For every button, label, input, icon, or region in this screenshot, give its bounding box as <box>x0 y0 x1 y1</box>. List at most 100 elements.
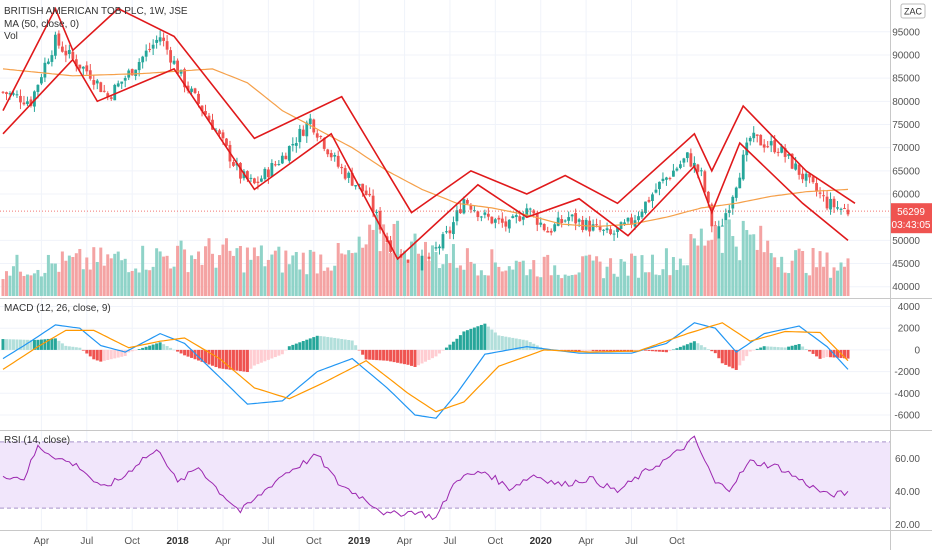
macd-histogram-bar <box>399 349 403 364</box>
candle-body <box>284 155 288 160</box>
volume-bar <box>640 255 644 296</box>
price-tick-label: 80000 <box>892 97 920 108</box>
channel-trendline[interactable] <box>2 58 849 261</box>
volume-bar <box>371 229 375 296</box>
volume-bar <box>378 251 382 296</box>
volume-bar <box>67 255 71 296</box>
macd-legend[interactable]: MACD (12, 26, close, 9) <box>4 303 111 314</box>
macd-histogram-bar <box>130 349 134 352</box>
candle-body <box>469 204 473 210</box>
macd-histogram-bar <box>347 339 351 350</box>
time-tick-label: Jul <box>625 536 638 547</box>
volume-bar <box>413 233 417 296</box>
candle-body <box>783 148 787 157</box>
time-axis[interactable]: Apr Jul Oct 2018 Apr Jul Oct 2019 Apr Jul Oct 2020 A… <box>34 536 685 547</box>
volume-bar <box>312 251 316 296</box>
macd-histogram-bar <box>486 326 490 350</box>
ma-legend[interactable]: MA (50, close, 0) <box>4 19 79 30</box>
macd-histogram-bar <box>270 349 274 359</box>
volume-bar <box>95 262 99 296</box>
macd-histogram-bar <box>273 349 277 358</box>
candle-body <box>518 216 522 221</box>
volume-bar <box>144 269 148 296</box>
volume-bar <box>560 278 564 296</box>
volume-bar <box>609 258 613 296</box>
time-tick-label: 2018 <box>166 536 189 547</box>
macd-histogram-bar <box>563 349 567 351</box>
candle-body <box>106 93 110 97</box>
candle-body <box>493 219 497 223</box>
macd-histogram-bar <box>127 349 131 353</box>
volume-bar <box>769 253 773 296</box>
price-axis[interactable]: 95000 90000 85000 80000 75000 70000 65000 60000… <box>892 27 920 531</box>
volume-bar <box>643 272 647 296</box>
channel-drawings[interactable] <box>2 6 856 261</box>
volume-bar <box>706 240 710 296</box>
rsi-panel[interactable] <box>0 435 890 521</box>
candle-body <box>462 199 466 214</box>
candle-body <box>8 93 12 95</box>
candle-body <box>232 162 235 166</box>
volume-bar <box>134 268 138 296</box>
volume-bar <box>490 249 494 296</box>
macd-tick-label: 0 <box>914 345 920 356</box>
macd-histogram-bar <box>612 349 616 352</box>
candle-body <box>315 133 319 138</box>
volume-bar <box>64 260 68 296</box>
candle-body <box>623 222 626 224</box>
candle-body <box>130 69 134 76</box>
volume-bar <box>39 276 43 296</box>
macd-histogram-bar <box>521 339 525 350</box>
macd-panel[interactable] <box>1 322 850 419</box>
candle-body <box>514 215 518 217</box>
candle-body <box>542 224 546 231</box>
macd-histogram-bar <box>197 349 201 361</box>
currency-badge[interactable]: ZAC <box>900 3 926 19</box>
rsi-legend[interactable]: RSI (14, close) <box>4 435 70 446</box>
volume-bar <box>141 245 145 296</box>
volume-legend[interactable]: Vol <box>4 31 18 42</box>
channel-trendline[interactable] <box>2 6 856 214</box>
macd-histogram-bar <box>682 345 686 350</box>
candle-body <box>759 134 763 146</box>
price-panel[interactable] <box>0 30 890 276</box>
macd-histogram-bar <box>790 345 794 350</box>
macd-histogram-bar <box>116 349 120 358</box>
volume-bar <box>245 247 249 296</box>
candle-body <box>825 196 829 209</box>
candle-body <box>169 50 173 63</box>
macd-histogram-bar <box>144 346 148 350</box>
candle-body <box>137 62 141 71</box>
candle-body <box>57 33 61 46</box>
candle-body <box>577 219 581 222</box>
volume-bar <box>242 272 246 296</box>
macd-histogram-bar <box>532 343 536 350</box>
volume-bar <box>277 246 281 296</box>
macd-histogram-bar <box>305 339 309 350</box>
candle-body <box>612 233 616 235</box>
volume-bar <box>151 266 155 296</box>
macd-histogram-bar <box>123 349 127 356</box>
macd-histogram-bar <box>427 349 431 360</box>
candle-body <box>602 229 605 231</box>
macd-histogram-bar <box>567 349 571 351</box>
macd-histogram-bar <box>815 349 819 357</box>
volume-bar <box>521 260 525 296</box>
candle-body <box>794 163 798 170</box>
candle-body <box>630 217 633 225</box>
volume-bar <box>392 223 396 296</box>
macd-histogram-bar <box>235 349 239 371</box>
volume-bar <box>497 266 501 296</box>
last-price-value: 56299 <box>897 207 925 218</box>
candle-body <box>200 105 204 112</box>
candle-body <box>176 60 179 74</box>
macd-histogram-bar <box>616 349 620 352</box>
candle-body <box>225 138 228 146</box>
macd-histogram-bar <box>298 342 302 350</box>
volume-bar <box>727 219 731 296</box>
chart-title[interactable]: BRITISH AMERICAN TOB PLC, 1W, JSE <box>4 6 188 17</box>
volume-bar <box>752 234 756 296</box>
macd-histogram-bar <box>808 349 812 352</box>
time-tick-label: Oct <box>488 536 504 547</box>
